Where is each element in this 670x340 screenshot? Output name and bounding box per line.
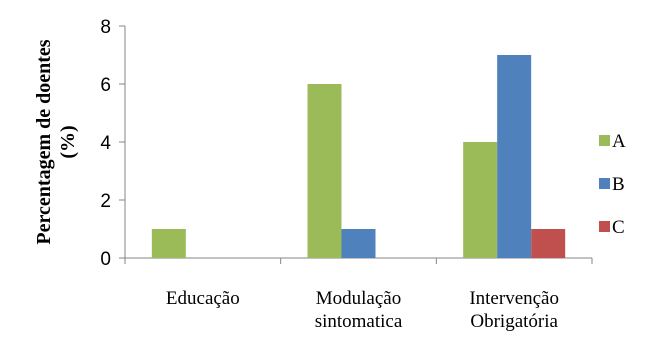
x-category-label-line: Intervenção	[469, 288, 559, 309]
y-axis-title-text: Percentagem de doentes (%)	[33, 39, 79, 244]
legend-swatch-a	[599, 135, 610, 146]
bar-a-3	[463, 142, 498, 258]
bar-a-1	[151, 229, 186, 258]
x-category-label: Modulação sintomatica	[315, 288, 403, 332]
y-axis-title: Percentagem de doentes (%)	[33, 39, 79, 244]
x-category-label-line: sintomatica	[315, 311, 403, 332]
legend: A B C	[599, 131, 626, 238]
bar-a-2	[307, 84, 342, 258]
bar-c-3	[531, 229, 566, 258]
x-category-label-line: Obrigatória	[470, 311, 558, 332]
x-category-label-line: Modulação	[316, 288, 401, 309]
y-tick-label: 4	[100, 133, 111, 154]
bar-b-3	[497, 55, 532, 258]
y-tick-label: 6	[100, 75, 111, 96]
y-tick-label: 8	[100, 17, 111, 38]
y-tick-label: 2	[100, 191, 111, 212]
y-axis-title-line: Percentagem de doentes	[33, 39, 55, 244]
legend-label-a: A	[612, 131, 626, 152]
legend-swatch-c	[599, 221, 610, 232]
bar-b-2	[341, 229, 376, 258]
legend-label-b: B	[612, 174, 625, 195]
x-category-label: Intervenção Obrigatória	[469, 288, 559, 332]
x-category-label: Educação	[166, 288, 240, 309]
y-axis-title-line: (%)	[57, 125, 79, 158]
x-category-label-line: Educação	[166, 288, 240, 309]
legend-label-c: C	[612, 217, 625, 238]
plot-area: 0 2 4 6 8 Educação Modulação sintomatica Interve…	[100, 17, 593, 332]
legend-swatch-b	[599, 178, 610, 189]
y-tick-label: 0	[100, 249, 111, 270]
